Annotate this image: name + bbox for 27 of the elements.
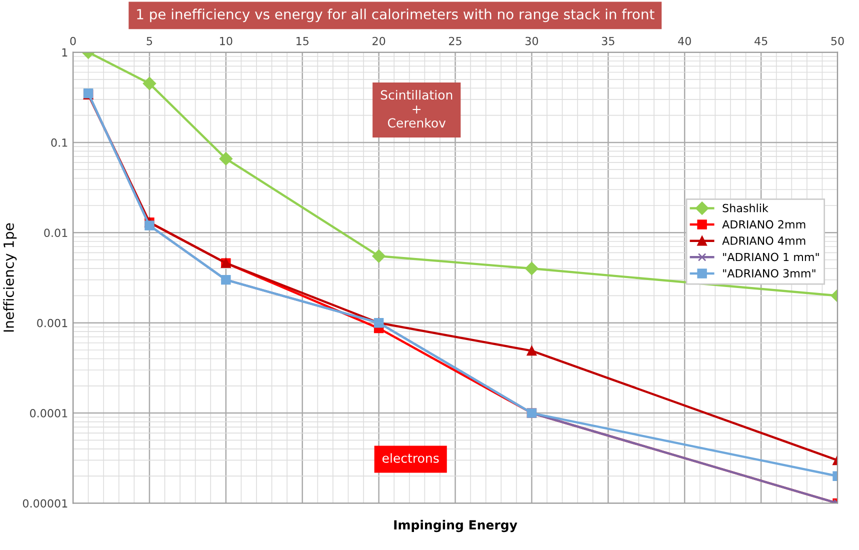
x-tick-label: 45 bbox=[754, 36, 768, 46]
x-tick-label: 50 bbox=[831, 36, 844, 46]
legend-label: Shashlik bbox=[722, 204, 768, 212]
legend-label: "ADRIANO 1 mm" bbox=[723, 252, 819, 262]
legend-label: "ADRIANO 3mm" bbox=[723, 269, 816, 278]
y-tick-label: 0.1 bbox=[51, 138, 68, 147]
y-tick-label: 0.00001 bbox=[22, 499, 68, 508]
x-tick-label: 10 bbox=[220, 36, 232, 46]
legend-label: ADRIANO 4mm bbox=[722, 236, 806, 245]
y-tick-label: 0.01 bbox=[44, 228, 68, 238]
annotation: Scintillation + Cerenkov bbox=[380, 90, 452, 128]
x-tick-label: 15 bbox=[296, 36, 308, 46]
y-tick-label: 1 bbox=[62, 48, 68, 56]
x-tick-label: 35 bbox=[602, 36, 614, 46]
x-tick-label: 25 bbox=[449, 36, 462, 46]
chart-title: 1 pe inefficiency vs energy for all calorimeters with no range stack in front bbox=[137, 8, 654, 22]
x-tick-label: 20 bbox=[372, 36, 386, 46]
x-tick-label: 40 bbox=[678, 36, 691, 46]
x-tick-label: 5 bbox=[146, 36, 152, 46]
x-tick-label: 30 bbox=[526, 36, 538, 46]
x-tick-label: 0 bbox=[70, 36, 76, 46]
legend-label: ADRIANO 2mm bbox=[722, 220, 806, 229]
x-axis-title: Impinging Energy bbox=[394, 520, 518, 532]
annotation: electrons bbox=[382, 453, 439, 463]
y-tick-label: 0.001 bbox=[37, 318, 68, 328]
y-axis-title: Inefficiency 1pe bbox=[3, 223, 17, 332]
y-tick-label: 0.0001 bbox=[30, 409, 68, 418]
